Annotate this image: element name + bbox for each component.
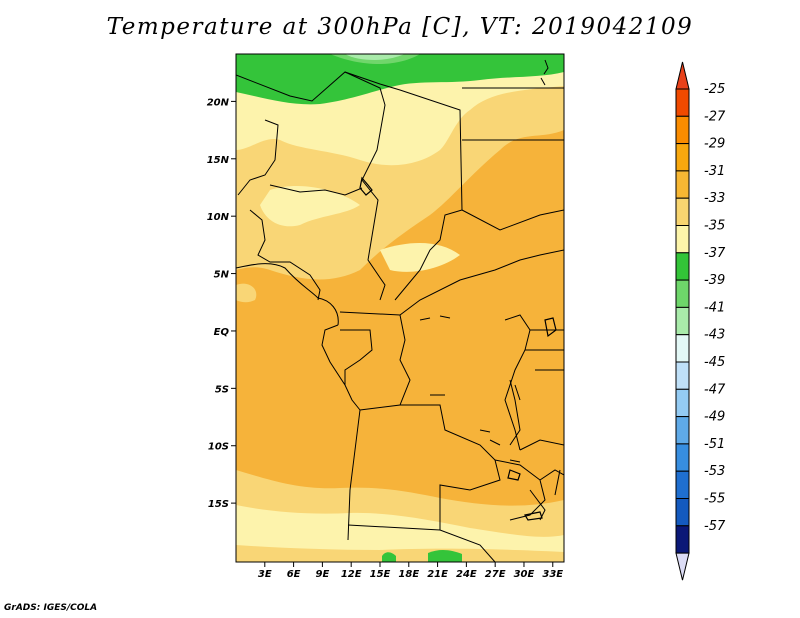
colorbar-label: -53 [704,464,725,479]
colorbar-label: -39 [704,273,725,288]
colorbar-label: -45 [704,355,725,370]
temp-field-green-south [428,550,462,562]
colorbar-swatch [675,88,690,117]
colorbar-label: -37 [704,246,726,261]
temp-field-pale-patch [236,283,257,303]
temp-field-light-patch [260,185,360,227]
colorbar-label: -25 [704,82,725,97]
colorbar-swatch [675,334,690,363]
colorbar-label: -43 [704,328,725,343]
lat-label: 10N [207,212,230,223]
colorbar-top-arrow [675,61,690,90]
colorbar-label: -41 [704,300,725,315]
colorbar-label: -47 [704,382,726,397]
colorbar-swatch [675,470,690,500]
temp-field-light-patch [380,243,460,272]
country-borders [236,59,564,562]
colorbar-label: -51 [704,437,725,452]
colorbar-swatch [675,388,690,418]
lon-label: 21E [427,569,448,580]
lat-label: 10S [208,442,229,453]
lat-label: 15S [208,499,229,510]
map-panel [236,54,564,562]
colorbar-swatch [675,252,690,281]
colorbar-swatch [675,279,690,308]
lon-label: 3E [258,569,272,580]
colorbar-swatch [675,306,690,336]
colorbar-swatch [675,197,690,226]
colorbar-swatch [675,115,690,145]
colorbar-swatch [675,443,690,472]
colorbar-label: -35 [704,219,725,234]
colorbar-label: -29 [704,137,725,152]
colorbar: -25 -27 -29 -31 -33 -35 -37 -39 -41 -43 -45 -47 -49 -… [675,61,726,581]
temp-field-green-north [236,54,564,105]
colorbar-swatch [675,361,690,390]
lon-label: 6E [287,569,301,580]
grads-credit: GrADS: IGES/COLA [4,603,98,613]
longitude-axis: 3E 6E 9E 12E 15E 18E 21E 24E 27E 30E 33E [258,562,563,580]
lat-label: 15N [207,155,230,166]
lakes [359,176,557,521]
temp-field-pale-southbottom [236,545,564,562]
lon-label: 9E [315,569,329,580]
colorbar-label: -27 [704,109,726,124]
colorbar-label: -33 [704,191,725,206]
map-title: Temperature at 300hPa [C], VT: 201904210… [106,14,694,40]
colorbar-label: -31 [704,164,725,179]
lon-label: 15E [370,569,391,580]
lon-label: 33E [542,569,563,580]
colorbar-bottom-arrow [675,552,690,581]
colorbar-label: -55 [704,492,725,507]
latitude-axis: 20N 15N 10N 5N EQ 5S 10S 15S [207,97,236,510]
lon-label: 18E [398,569,419,580]
temp-field-green-south [382,552,396,562]
colorbar-swatch [675,143,690,172]
colorbar-label: -57 [704,519,726,534]
map-frame [235,53,565,563]
lon-label: 27E [485,569,506,580]
colorbar-swatch [675,416,690,445]
lon-label: 12E [341,569,362,580]
lon-label: 30E [514,569,535,580]
lat-label: 20N [207,97,230,108]
colorbar-swatch [675,498,690,527]
lat-label: 5S [215,384,229,395]
lat-label: EQ [214,327,230,338]
lon-label: 24E [456,569,477,580]
temp-field-lightgreen-north [345,54,405,60]
colorbar-swatch [675,525,690,554]
colorbar-swatch [675,225,690,254]
lat-label: 5N [214,270,230,281]
colorbar-swatch [675,170,690,199]
colorbar-label: -49 [704,410,725,425]
